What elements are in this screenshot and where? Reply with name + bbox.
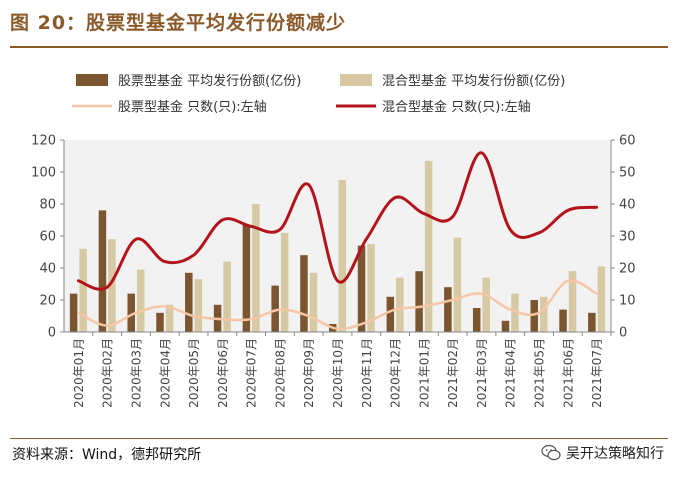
x-tick-label-18: 2021年07月 [590,338,604,408]
bar-mixed-16 [540,296,548,332]
bar-mixed-0 [79,248,87,332]
chart-legend: 股票型基金 平均发行份额(亿份) 混合型基金 平均发行份额(亿份) 股票型基金 只数… [72,73,565,115]
x-tick-label-0: 2020年01月 [72,338,86,408]
x-tick-label-14: 2021年03月 [475,338,489,408]
bar-stock-15 [501,320,510,332]
line-marks [76,151,599,331]
left-tick-label-5: 100 [31,166,56,181]
bar-mixed-17 [568,271,577,332]
legend-swatch-0 [76,74,108,86]
bar-mixed-12 [424,160,433,332]
bar-stock-7 [271,285,279,332]
bar-mixed-3 [165,304,174,332]
figure-title: 图 20：股票型基金平均发行份额减少 [10,12,347,34]
line-mixed-count [76,151,599,291]
bar-stock-8 [300,255,308,332]
legend-label-3: 混合型基金 只数(只):左轴 [382,99,531,115]
bar-marks [69,160,606,332]
bar-mixed-13 [453,237,462,332]
bar-stock-11 [386,296,395,332]
bar-mixed-4 [194,279,203,332]
title-divider [10,46,668,48]
left-tick-label-1: 20 [39,294,56,309]
x-tick-label-4: 2020年05月 [187,338,201,408]
x-tick-label-11: 2020年12月 [389,338,403,408]
right-tick-label-5: 50 [619,166,636,181]
bar-mixed-11 [396,277,404,332]
bar-stock-16 [530,300,539,332]
bar-mixed-1 [108,239,116,332]
left-tick-label-6: 120 [31,134,56,149]
bar-mixed-15 [511,293,519,332]
x-tick-label-2: 2020年03月 [129,338,143,408]
left-tick-label-0: 0 [48,326,56,341]
legend-label-1: 混合型基金 平均发行份额(亿份) [382,73,565,89]
left-tick-label-2: 40 [39,262,56,277]
bar-stock-3 [156,312,164,332]
bar-mixed-14 [482,277,490,332]
source-divider [10,438,668,439]
right-tick-label-0: 0 [619,326,627,341]
right-tick-label-4: 40 [619,198,636,213]
x-tick-label-5: 2020年06月 [216,338,230,408]
legend-label-2: 股票型基金 只数(只):左轴 [118,99,267,115]
bar-stock-4 [185,272,193,332]
bar-mixed-9 [338,180,346,332]
x-tick-label-9: 2020年10月 [331,338,345,408]
x-tick-label-13: 2021年02月 [446,338,460,408]
bar-stock-12 [415,271,423,332]
bar-stock-1 [98,210,107,332]
right-tick-label-1: 10 [619,294,636,309]
bar-mixed-7 [280,232,289,332]
chart: 股票型基金 平均发行份额(亿份) 混合型基金 平均发行份额(亿份) 股票型基金 只数… [31,73,635,408]
bar-stock-14 [472,308,481,332]
x-tick-label-12: 2021年01月 [417,338,431,408]
right-tick-label-2: 20 [619,262,636,277]
left-tick-label-4: 80 [39,198,56,213]
x-tick-label-16: 2021年05月 [533,338,547,408]
x-tick-label-3: 2020年04月 [158,338,172,408]
bar-stock-2 [127,293,135,332]
watermark-text: 吴开达策略知行 [566,446,664,462]
bar-mixed-5 [223,261,231,332]
legend-label-0: 股票型基金 平均发行份额(亿份) [118,73,301,89]
bar-stock-6 [242,224,251,332]
x-tick-label-8: 2020年09月 [302,338,316,408]
bar-stock-10 [357,245,366,332]
bar-stock-0 [69,293,78,332]
wechat-icon [541,444,561,461]
bar-mixed-2 [136,269,145,332]
x-tick-label-10: 2020年11月 [360,338,374,408]
x-tick-label-1: 2020年02月 [101,338,115,408]
bar-mixed-10 [367,244,375,332]
bar-mixed-6 [252,204,260,332]
bar-mixed-8 [309,272,318,332]
right-tick-label-6: 60 [619,134,636,149]
legend-swatch-1 [340,74,372,86]
x-tick-label-7: 2020年08月 [273,338,287,408]
right-tick-label-3: 30 [619,230,636,245]
x-tick-label-15: 2021年04月 [504,338,518,408]
bar-stock-18 [588,312,596,332]
x-tick-label-17: 2021年06月 [561,338,575,408]
bar-stock-17 [559,309,567,332]
line-stock-count [77,279,598,331]
watermark: 吴开达策略知行 [541,443,664,463]
bar-stock-13 [444,287,452,332]
bar-mixed-18 [597,266,606,332]
source-note: 资料来源：Wind，德邦研究所 [12,447,202,463]
axes: 0 20 40 60 80 100 120 0 10 20 30 40 50 60 2020年01月 2020… [31,134,635,408]
x-tick-label-6: 2020年07月 [245,338,259,408]
left-tick-label-3: 60 [39,230,56,245]
